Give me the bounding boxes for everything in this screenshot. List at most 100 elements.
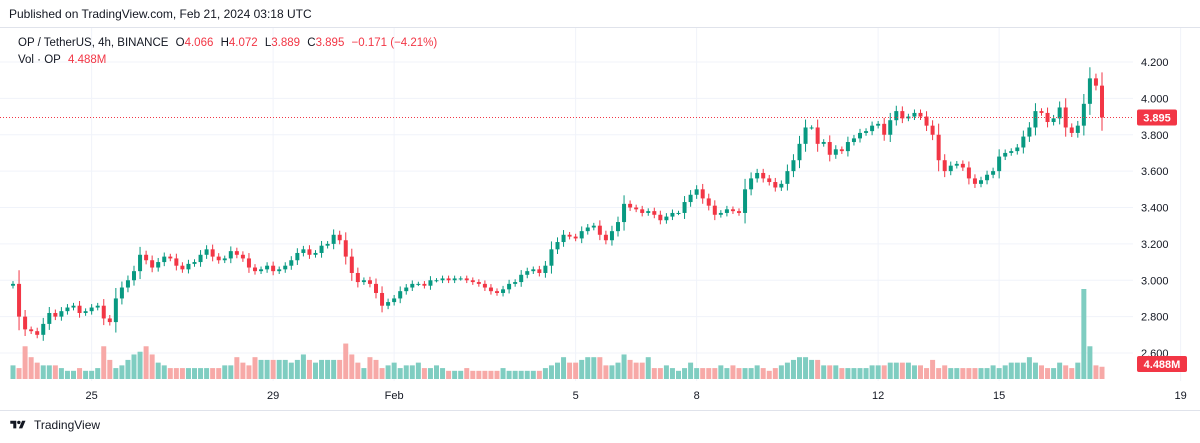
- candle: [59, 307, 64, 321]
- candle: [210, 244, 215, 262]
- candle-body: [265, 265, 270, 270]
- candle-body: [283, 265, 288, 270]
- candle: [870, 121, 875, 136]
- candle: [507, 279, 512, 294]
- volume-bar: [530, 370, 536, 379]
- candle: [259, 266, 264, 274]
- candle-body: [851, 138, 856, 143]
- candle-body: [349, 256, 354, 273]
- candle: [35, 327, 40, 339]
- candle: [355, 267, 360, 288]
- candle: [204, 245, 209, 259]
- candle-body: [246, 258, 251, 268]
- volume-bar: [1099, 366, 1105, 379]
- candle-body: [966, 167, 971, 179]
- candle: [839, 146, 844, 154]
- candle: [688, 190, 693, 207]
- candle: [694, 185, 699, 199]
- candle: [997, 149, 1002, 179]
- volume-bar: [869, 365, 875, 379]
- volume-bar: [1032, 362, 1038, 379]
- volume-bar: [803, 357, 809, 379]
- volume-bar: [966, 368, 972, 379]
- volume-bar: [760, 368, 766, 379]
- volume-bar: [772, 368, 778, 379]
- volume-bar: [373, 359, 379, 379]
- candle: [749, 172, 754, 196]
- candle-body: [144, 254, 149, 261]
- candle-body: [1009, 151, 1014, 153]
- volume-bar: [736, 368, 742, 379]
- volume-bar: [712, 368, 718, 379]
- candle: [876, 121, 881, 129]
- candle-body: [234, 251, 239, 255]
- candle-body: [174, 258, 179, 266]
- candle: [488, 284, 493, 295]
- price-tick-label: 4.200: [1141, 57, 1169, 69]
- candle-body: [501, 289, 506, 293]
- time-tick-label: 8: [694, 390, 700, 402]
- candle-body: [11, 283, 15, 286]
- candle: [646, 208, 651, 216]
- candle-body: [858, 132, 862, 139]
- volume-bar: [555, 362, 560, 379]
- volume-bar: [367, 357, 373, 379]
- volume-bar: [234, 357, 240, 379]
- candle-body: [658, 214, 663, 221]
- volume-bar: [355, 362, 361, 379]
- volume-bar: [185, 368, 191, 379]
- volume-bar: [300, 354, 306, 379]
- candle-body: [694, 189, 699, 195]
- volume-label[interactable]: Vol · OP: [18, 54, 61, 66]
- high-value: 4.072: [228, 37, 258, 49]
- candle: [186, 259, 191, 274]
- low-label: L: [264, 37, 272, 49]
- candle: [216, 253, 221, 264]
- candle: [561, 230, 566, 247]
- symbol-label[interactable]: OP / TetherUS, 4h, BINANCE: [18, 37, 169, 49]
- candle-body: [652, 211, 657, 215]
- candle-body: [737, 211, 741, 213]
- candle: [1100, 72, 1104, 131]
- volume-bar: [1014, 362, 1020, 379]
- candle-body: [906, 116, 911, 119]
- candle-body: [434, 280, 439, 282]
- candle-body: [470, 280, 475, 283]
- candle: [815, 119, 820, 152]
- open-value: 4.066: [184, 37, 214, 49]
- candle: [1027, 122, 1032, 142]
- volume-bar: [40, 365, 46, 379]
- candle: [833, 145, 838, 159]
- candle-body: [894, 111, 899, 121]
- volume-bar: [748, 368, 754, 379]
- candle-body: [355, 272, 360, 283]
- volume-bar: [58, 368, 64, 379]
- volume-bar: [972, 368, 978, 379]
- candle-body: [71, 305, 76, 308]
- price-tick-label: 2.800: [1141, 312, 1169, 324]
- candle: [198, 250, 203, 267]
- candle-body: [156, 262, 161, 268]
- candle: [301, 245, 306, 257]
- candle: [349, 248, 354, 281]
- candle: [464, 275, 469, 284]
- open-label: O: [175, 37, 185, 49]
- candle: [1087, 67, 1092, 115]
- candle: [482, 280, 487, 291]
- candle: [658, 210, 663, 225]
- volume-bar: [379, 368, 385, 379]
- candle: [119, 281, 124, 305]
- volume-bar: [984, 368, 990, 379]
- volume-bar: [809, 359, 815, 379]
- volume-bar: [415, 362, 421, 379]
- tradingview-brand[interactable]: TradingView: [8, 418, 100, 432]
- volume-bar: [452, 370, 458, 379]
- candle: [410, 280, 415, 291]
- candle-body: [23, 316, 28, 330]
- candle: [422, 281, 427, 289]
- volume-bar: [434, 365, 439, 379]
- candle: [712, 200, 717, 221]
- candle: [985, 170, 990, 185]
- candle-body: [882, 123, 887, 135]
